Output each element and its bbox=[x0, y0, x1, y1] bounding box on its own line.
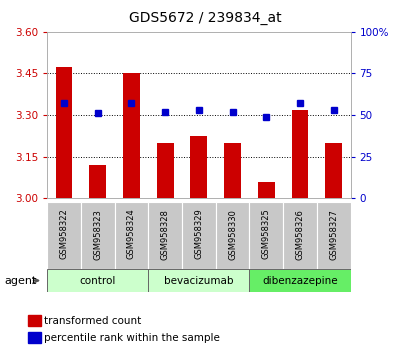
Text: GSM958329: GSM958329 bbox=[194, 209, 203, 259]
Bar bbox=[190, 136, 207, 198]
Bar bbox=[56, 67, 72, 198]
Bar bbox=[215, 202, 249, 269]
Text: GSM958323: GSM958323 bbox=[93, 209, 102, 259]
Text: GSM958322: GSM958322 bbox=[59, 209, 68, 259]
Bar bbox=[283, 202, 316, 269]
Bar bbox=[291, 109, 308, 198]
Text: bevacizumab: bevacizumab bbox=[164, 275, 233, 286]
Text: control: control bbox=[79, 275, 116, 286]
Bar bbox=[257, 182, 274, 198]
Text: GSM958330: GSM958330 bbox=[227, 209, 236, 259]
Text: percentile rank within the sample: percentile rank within the sample bbox=[45, 333, 220, 343]
Bar bbox=[89, 165, 106, 198]
Bar bbox=[28, 332, 41, 343]
Bar bbox=[324, 143, 341, 198]
Bar bbox=[316, 202, 350, 269]
Text: GSM958324: GSM958324 bbox=[127, 209, 136, 259]
Text: GSM958328: GSM958328 bbox=[160, 209, 169, 259]
Bar bbox=[47, 202, 81, 269]
Bar bbox=[156, 143, 173, 198]
Text: agent: agent bbox=[4, 275, 36, 286]
Text: GDS5672 / 239834_at: GDS5672 / 239834_at bbox=[128, 11, 281, 25]
Bar bbox=[148, 202, 182, 269]
Bar bbox=[148, 269, 249, 292]
Bar bbox=[47, 269, 148, 292]
Bar bbox=[249, 269, 350, 292]
Bar bbox=[114, 202, 148, 269]
Bar bbox=[123, 74, 139, 198]
Bar bbox=[28, 315, 41, 326]
Bar bbox=[182, 202, 215, 269]
Text: dibenzazepine: dibenzazepine bbox=[261, 275, 337, 286]
Bar bbox=[81, 202, 114, 269]
Text: GSM958327: GSM958327 bbox=[328, 209, 337, 259]
Text: transformed count: transformed count bbox=[45, 316, 142, 326]
Text: GSM958325: GSM958325 bbox=[261, 209, 270, 259]
Bar bbox=[224, 143, 240, 198]
Bar bbox=[249, 202, 283, 269]
Text: GSM958326: GSM958326 bbox=[295, 209, 304, 259]
